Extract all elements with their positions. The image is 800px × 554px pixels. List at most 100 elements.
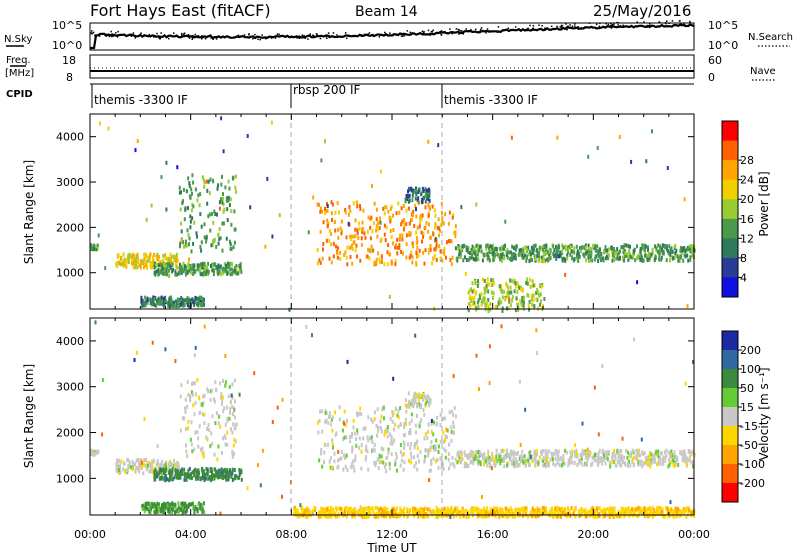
vel-cell bbox=[382, 405, 385, 410]
vel-cell bbox=[94, 451, 97, 456]
power-cell bbox=[96, 246, 99, 251]
vel-cell bbox=[649, 509, 652, 514]
colorbar-tick-label: 8 bbox=[740, 252, 747, 265]
vel-cell bbox=[201, 451, 204, 456]
vel-cell bbox=[176, 468, 179, 473]
vel-cell bbox=[540, 449, 543, 454]
nsearch-point bbox=[299, 36, 301, 38]
vel-cell bbox=[207, 389, 209, 394]
power-cell bbox=[454, 234, 457, 238]
vel-cell bbox=[454, 508, 457, 512]
vel-cell bbox=[598, 456, 601, 461]
nsearch-point bbox=[548, 29, 551, 31]
power-cell bbox=[344, 250, 347, 255]
power-cell bbox=[530, 293, 533, 298]
vel-cell bbox=[394, 407, 397, 411]
vel-cell bbox=[187, 504, 190, 509]
power-cell bbox=[169, 265, 172, 270]
vel-cell bbox=[414, 507, 417, 511]
power-cell bbox=[516, 302, 519, 307]
vel-cell bbox=[667, 450, 670, 455]
y-tick-label: 2000 bbox=[56, 221, 84, 234]
power-scatter-cell bbox=[587, 154, 590, 159]
power-cell bbox=[360, 236, 363, 241]
power-cell bbox=[135, 262, 138, 267]
vel-cell bbox=[378, 453, 381, 458]
power-cell bbox=[398, 236, 401, 241]
vel-cell bbox=[379, 419, 382, 424]
vel-cell bbox=[582, 509, 585, 514]
vel-cell bbox=[192, 403, 195, 408]
power-scatter-cell bbox=[347, 221, 350, 226]
vel-cell bbox=[235, 422, 238, 427]
power-cell bbox=[208, 191, 211, 196]
vel-cell bbox=[557, 454, 560, 459]
vel-cell bbox=[351, 510, 354, 515]
vel-cell bbox=[503, 454, 506, 459]
power-cell bbox=[383, 205, 386, 210]
power-cell bbox=[414, 196, 417, 201]
power-cell bbox=[325, 238, 328, 243]
power-cell bbox=[597, 254, 600, 259]
nsearch-point bbox=[640, 25, 642, 27]
vel-cell bbox=[185, 507, 188, 512]
vel-cell bbox=[193, 447, 196, 452]
vel-cell bbox=[528, 450, 531, 455]
vel-cell bbox=[221, 473, 224, 478]
vel-cell bbox=[215, 473, 218, 478]
vel-cell bbox=[160, 471, 163, 476]
vel-cell bbox=[169, 477, 172, 482]
vel-cell bbox=[206, 427, 208, 431]
vel-cell bbox=[200, 507, 203, 512]
vel-cell bbox=[480, 453, 483, 458]
vel-cell bbox=[643, 506, 646, 511]
power-cell bbox=[665, 258, 668, 263]
power-cell bbox=[153, 252, 156, 257]
power-cell bbox=[189, 214, 192, 219]
power-cell bbox=[140, 298, 143, 303]
power-cell bbox=[322, 247, 324, 252]
vel-cell bbox=[149, 469, 152, 474]
power-cell bbox=[185, 269, 188, 274]
power-cell bbox=[175, 256, 178, 261]
vel-cell bbox=[204, 472, 207, 477]
power-cell bbox=[518, 285, 521, 290]
vel-cell bbox=[409, 431, 412, 436]
power-cell bbox=[629, 254, 632, 259]
vel-cell bbox=[193, 510, 196, 515]
vel-cell bbox=[427, 395, 430, 400]
power-cell bbox=[144, 263, 147, 268]
vel-cell bbox=[608, 510, 611, 515]
vel-cell bbox=[518, 511, 521, 516]
power-cell bbox=[411, 213, 414, 218]
vel-cell bbox=[192, 381, 195, 386]
power-cell bbox=[223, 261, 226, 266]
nsearch-point bbox=[117, 30, 119, 33]
vel-cell bbox=[504, 510, 507, 515]
power-cell bbox=[528, 307, 531, 312]
nsearch-point bbox=[460, 29, 462, 32]
vel-cell bbox=[557, 449, 560, 454]
vel-cell bbox=[157, 509, 160, 514]
nsearch-point bbox=[270, 37, 273, 39]
power-cell bbox=[509, 285, 512, 290]
vel-cell bbox=[609, 508, 611, 513]
vel-cell bbox=[673, 509, 676, 514]
power-cell bbox=[209, 177, 212, 182]
vel-cell bbox=[512, 451, 515, 455]
power-cell bbox=[401, 233, 404, 238]
power-cell bbox=[527, 252, 530, 257]
power-cell bbox=[123, 262, 126, 267]
power-cell bbox=[473, 296, 476, 301]
vel-cell bbox=[172, 507, 175, 512]
vel-cell bbox=[414, 423, 417, 428]
vel-scatter-cell bbox=[535, 328, 538, 333]
power-cell bbox=[571, 256, 574, 261]
vel-cell bbox=[350, 464, 353, 469]
vel-cell bbox=[389, 432, 392, 437]
vel-cell bbox=[203, 510, 206, 515]
vel-cell bbox=[528, 457, 531, 462]
vel-cell bbox=[139, 463, 142, 468]
vel-cell bbox=[600, 459, 603, 463]
power-cell bbox=[540, 255, 543, 260]
